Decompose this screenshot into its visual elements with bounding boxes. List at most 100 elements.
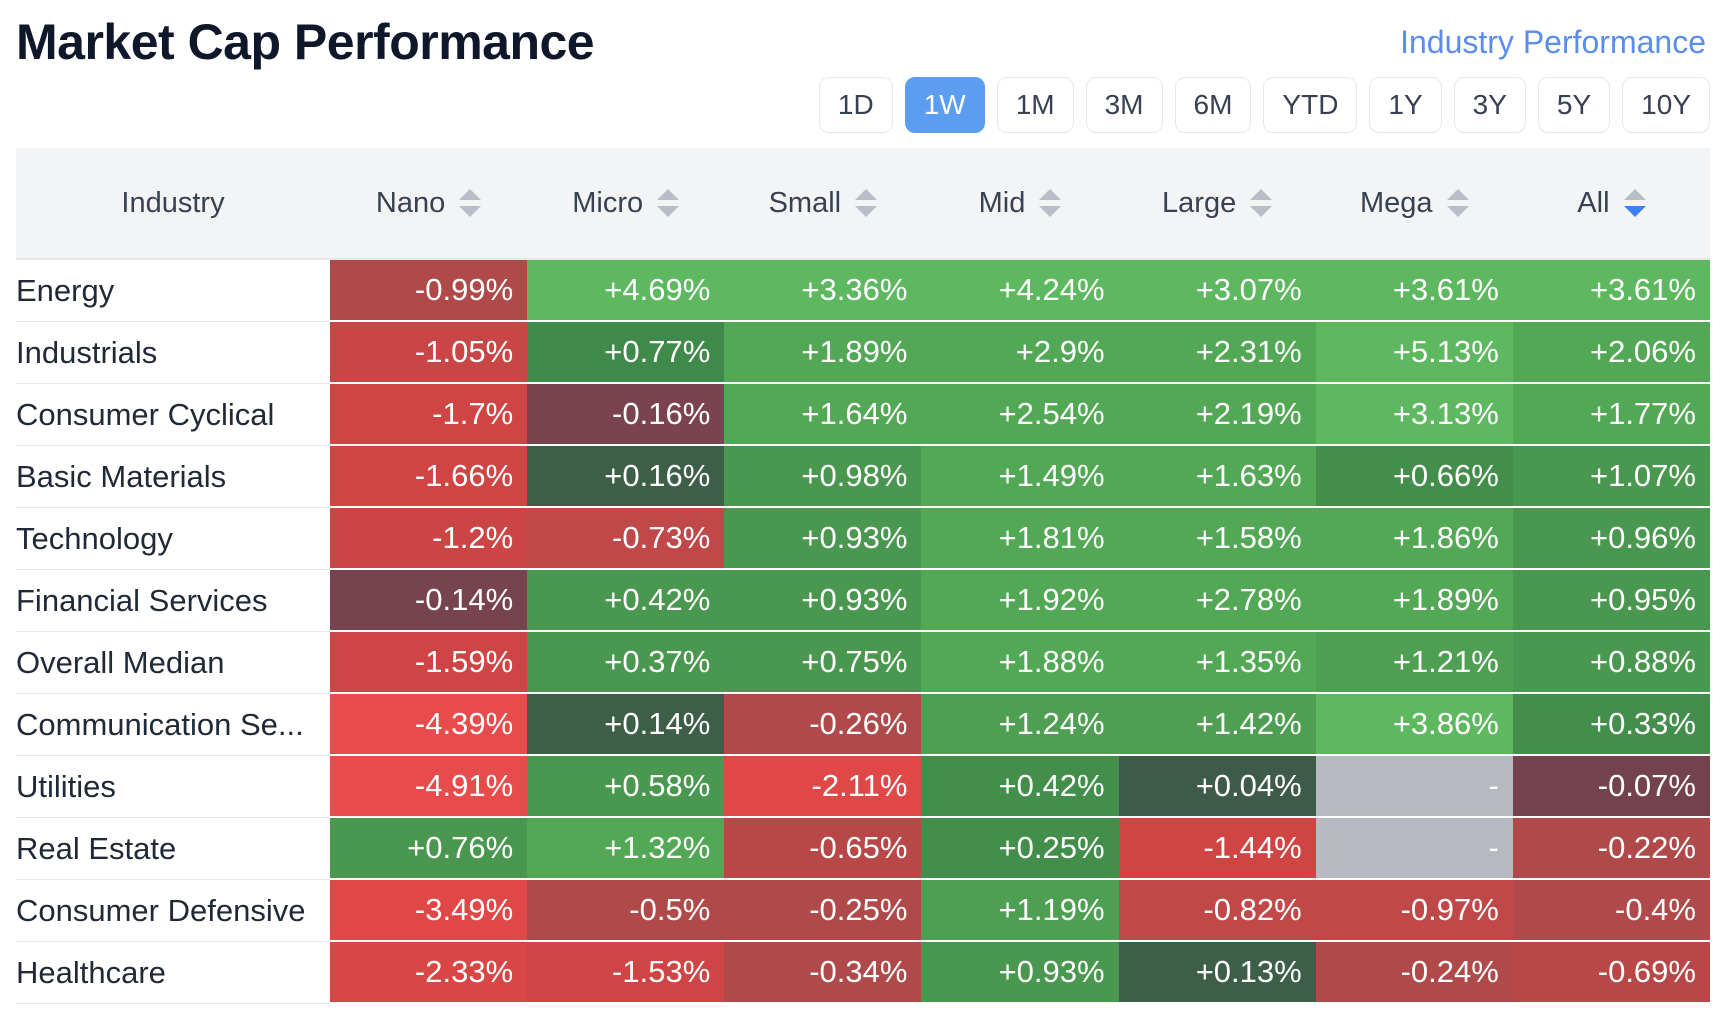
performance-cell-large: -0.82% (1118, 880, 1316, 942)
performance-cell-small: -0.34% (724, 942, 922, 1004)
page-title: Market Cap Performance (16, 14, 595, 70)
sort-icon[interactable] (1623, 189, 1646, 217)
performance-cell-nano: -4.91% (330, 756, 528, 818)
performance-cell-large: +3.07% (1118, 260, 1316, 322)
column-header-label: Mega (1360, 186, 1433, 219)
performance-cell-mega: +0.66% (1315, 446, 1513, 508)
table-row: Basic Materials -1.66% +0.16% +0.98% +1.49% +… (16, 446, 1710, 508)
performance-cell-mega: +1.89% (1315, 570, 1513, 632)
performance-cell-small: +1.64% (724, 384, 922, 446)
performance-cell-mid: +1.49% (921, 446, 1119, 508)
performance-cell-all: -0.69% (1512, 942, 1710, 1004)
industry-name: Utilities (16, 756, 330, 818)
performance-cell-mega: - (1315, 756, 1513, 818)
performance-cell-micro: -0.16% (527, 384, 725, 446)
sort-icon[interactable] (1446, 189, 1469, 217)
performance-cell-large: +1.58% (1118, 508, 1316, 570)
column-header-mid[interactable]: Mid (921, 187, 1118, 220)
performance-cell-mega: +3.13% (1315, 384, 1513, 446)
period-button-5y[interactable]: 5Y (1537, 77, 1611, 133)
table-row: Energy -0.99% +4.69% +3.36% +4.24% +3.07% +3.6… (16, 260, 1710, 322)
table-row: Real Estate +0.76% +1.32% -0.65% +0.25% -1.44… (16, 818, 1710, 880)
column-header-label: Mid (978, 186, 1026, 219)
performance-cell-mid: +1.92% (921, 570, 1119, 632)
performance-cell-all: -0.4% (1512, 880, 1710, 942)
performance-cell-large: +2.31% (1118, 322, 1316, 384)
performance-cell-micro: +0.37% (527, 632, 725, 694)
performance-cell-nano: -4.39% (330, 694, 528, 756)
performance-cell-nano: -1.59% (330, 632, 528, 694)
performance-cell-small: +1.89% (724, 322, 922, 384)
performance-cell-nano: -1.66% (330, 446, 528, 508)
performance-cell-large: +1.42% (1118, 694, 1316, 756)
period-button-1d[interactable]: 1D (818, 77, 893, 133)
performance-cell-all: +0.95% (1512, 570, 1710, 632)
industry-name: Industrials (16, 322, 330, 384)
column-header-label: Nano (375, 186, 446, 219)
industry-name: Consumer Defensive (16, 880, 330, 942)
performance-cell-small: +3.36% (724, 260, 922, 322)
performance-cell-nano: -0.14% (330, 570, 528, 632)
column-header-large[interactable]: Large (1119, 187, 1316, 220)
table-row: Technology -1.2% -0.73% +0.93% +1.81% +1.58% +… (16, 508, 1710, 570)
period-button-3y[interactable]: 3Y (1453, 77, 1526, 133)
sort-icon[interactable] (1039, 189, 1062, 217)
performance-cell-all: +0.96% (1512, 508, 1710, 570)
period-button-6m[interactable]: 6M (1174, 77, 1252, 133)
performance-cell-small: -2.11% (724, 756, 922, 818)
period-selector: 1D 1W 1M 3M 6M YTD 1Y 3Y 5Y 10Y (818, 77, 1710, 133)
performance-cell-nano: -1.2% (330, 508, 528, 570)
industry-name: Real Estate (16, 818, 330, 880)
period-button-ytd[interactable]: YTD (1263, 77, 1358, 133)
performance-cell-mid: +1.19% (921, 880, 1119, 942)
performance-cell-all: +2.06% (1512, 322, 1710, 384)
performance-cell-mega: +3.86% (1315, 694, 1513, 756)
performance-cell-small: +0.93% (724, 508, 922, 570)
industry-name: Healthcare (16, 942, 330, 1004)
industry-name: Overall Median (16, 632, 330, 694)
period-button-3m[interactable]: 3M (1085, 77, 1163, 133)
performance-cell-all: -0.22% (1512, 818, 1710, 880)
performance-cell-nano: -0.99% (330, 260, 528, 322)
table-row: Consumer Defensive -3.49% -0.5% -0.25% +1.19… (16, 880, 1710, 942)
period-button-1w[interactable]: 1W (904, 77, 985, 133)
table-row: Utilities -4.91% +0.58% -2.11% +0.42% +0.04% -… (16, 756, 1710, 818)
performance-cell-large: +2.78% (1118, 570, 1316, 632)
column-header-micro[interactable]: Micro (527, 187, 724, 220)
performance-cell-nano: +0.76% (330, 818, 528, 880)
period-button-1y[interactable]: 1Y (1369, 77, 1442, 133)
period-button-10y[interactable]: 10Y (1622, 77, 1710, 133)
performance-cell-all: +0.33% (1512, 694, 1710, 756)
industry-performance-link[interactable]: Industry Performance (1400, 24, 1706, 60)
table-row: Financial Services -0.14% +0.42% +0.93% +1.9… (16, 570, 1710, 632)
performance-cell-nano: -1.05% (330, 322, 528, 384)
performance-cell-mid: +1.24% (921, 694, 1119, 756)
sort-icon[interactable] (1250, 189, 1273, 217)
column-header-mega[interactable]: Mega (1316, 187, 1513, 220)
column-header-small[interactable]: Small (724, 187, 921, 220)
sort-icon[interactable] (657, 189, 680, 217)
performance-cell-mega: -0.24% (1315, 942, 1513, 1004)
performance-table: Industry Nano Micro Small Mid Large Mega All En… (16, 148, 1710, 1004)
performance-cell-mid: +0.25% (921, 818, 1119, 880)
performance-cell-small: +0.98% (724, 446, 922, 508)
performance-cell-large: -1.44% (1118, 818, 1316, 880)
column-header-label: Micro (572, 186, 644, 219)
performance-cell-mega: - (1315, 818, 1513, 880)
sort-icon[interactable] (459, 189, 482, 217)
column-header-nano[interactable]: Nano (330, 187, 527, 220)
performance-cell-large: +0.04% (1118, 756, 1316, 818)
table-row: Communication Se... -4.39% +0.14% -0.26% +1.… (16, 694, 1710, 756)
performance-cell-micro: +0.58% (527, 756, 725, 818)
column-header-all[interactable]: All (1513, 187, 1710, 220)
sort-icon[interactable] (855, 189, 878, 217)
table-body: Energy -0.99% +4.69% +3.36% +4.24% +3.07% +3.6… (16, 260, 1710, 1004)
performance-cell-all: +0.88% (1512, 632, 1710, 694)
period-button-1m[interactable]: 1M (996, 77, 1074, 133)
industry-name: Consumer Cyclical (16, 384, 330, 446)
performance-cell-mid: +1.88% (921, 632, 1119, 694)
performance-cell-mid: +4.24% (921, 260, 1119, 322)
column-header-label: All (1577, 186, 1610, 219)
performance-cell-mega: +5.13% (1315, 322, 1513, 384)
performance-cell-mid: +0.93% (921, 942, 1119, 1004)
